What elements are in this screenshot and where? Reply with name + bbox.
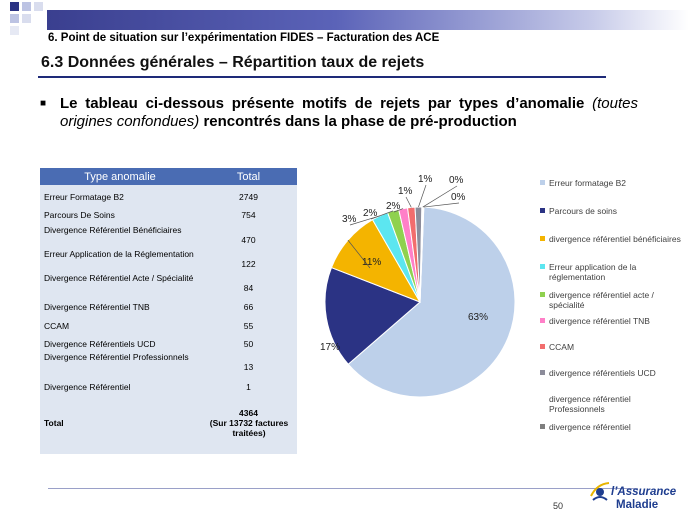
slice-label: 0% <box>451 192 466 203</box>
leader-line <box>423 202 460 208</box>
subtitle-rule <box>38 76 606 78</box>
row-value: 122 <box>241 259 256 269</box>
row-value: 754 <box>241 210 256 220</box>
legend-marker <box>540 370 545 375</box>
page-number: 50 <box>553 501 564 511</box>
legend-label: divergence référentiel Professionnels <box>549 394 631 414</box>
legend-marker <box>540 396 545 401</box>
slide-subtitle: 6.3 Données générales – Répartition taux… <box>41 54 425 71</box>
legend-label: Erreur application de la réglementation <box>549 262 637 282</box>
slice-label: 3% <box>342 214 357 225</box>
row-label: Divergence Référentiel Professionnels <box>44 352 189 362</box>
pie-slice <box>324 266 421 365</box>
row-value: 2749 <box>239 192 258 202</box>
slice-label: 63% <box>468 312 488 323</box>
leader-line <box>422 185 458 208</box>
legend-marker <box>540 424 545 429</box>
legend-label: divergence référentiel bénéficiaires <box>549 234 681 244</box>
leader-line <box>418 184 427 208</box>
anomaly-table: Type anomalie Total Erreur Formatage B2 … <box>40 168 297 454</box>
legend-marker <box>540 318 545 323</box>
total-note: (Sur 13732 factures traitées) <box>209 418 289 438</box>
legend-label: CCAM <box>549 342 575 352</box>
row-label: Erreur Formatage B2 <box>44 192 124 202</box>
row-label: Divergence Référentiel TNB <box>44 302 150 312</box>
row-label: Divergence Référentiel Acte / Spécialité <box>44 273 194 283</box>
row-value: 50 <box>243 339 254 349</box>
row-label: Parcours De Soins <box>44 210 115 220</box>
logo-text-line2: Maladie <box>616 499 659 511</box>
table-header: Type anomalie Total <box>40 168 297 185</box>
legend-marker <box>540 344 545 349</box>
leader-line <box>393 208 404 213</box>
row-value: 55 <box>243 321 254 331</box>
slice-label: 0% <box>449 175 464 186</box>
row-label: CCAM <box>44 321 70 331</box>
total-value: 4364 <box>239 408 258 418</box>
section-title: 6. Point de situation sur l’expérimentat… <box>48 32 440 44</box>
footer-rule <box>48 488 638 489</box>
legend-label: divergence référentiel TNB <box>549 316 650 326</box>
slice-label: 2% <box>386 201 401 212</box>
legend-label: divergence référentiels UCD <box>549 368 656 378</box>
assurance-maladie-logo-icon <box>590 482 610 501</box>
slice-label: 17% <box>320 342 340 353</box>
header-total: Total <box>236 170 261 183</box>
header-type: Type anomalie <box>84 170 156 183</box>
row-label: Divergence Référentiel Bénéficiaires <box>44 225 182 235</box>
legend-marker <box>540 236 545 241</box>
intro-part2: (toutes origines confondues) <box>60 95 638 130</box>
row-value: 84 <box>243 283 254 293</box>
legend-label: divergence référentiel <box>549 422 631 432</box>
legend-marker <box>540 208 545 213</box>
row-label: Divergence Référentiel <box>44 382 131 392</box>
row-value: 470 <box>241 235 256 245</box>
row-label: Divergence Référentiels UCD <box>44 339 156 349</box>
leader-line <box>370 210 394 220</box>
legend-label: Parcours de soins <box>549 206 618 216</box>
legend-label: Erreur formatage B2 <box>549 178 627 188</box>
intro-part3: rencontrés dans la phase de pré-producti… <box>203 113 517 130</box>
leader-line <box>347 239 371 269</box>
row-label: Erreur Application de la Réglementation <box>44 249 194 259</box>
header-decoration <box>0 0 60 40</box>
slice-label: 2% <box>363 208 378 219</box>
pie-slice <box>347 206 516 398</box>
slice-label: 1% <box>398 186 413 197</box>
legend-marker <box>540 180 545 185</box>
row-value: 66 <box>243 302 254 312</box>
legend-marker <box>540 264 545 269</box>
header-bar <box>47 10 689 30</box>
slice-label: 11% <box>362 257 381 268</box>
slice-label: 1% <box>418 174 433 185</box>
legend-label: divergence référentiel acte / spécialité <box>549 290 654 310</box>
intro-text: Le tableau ci-dessous présente motifs de… <box>60 95 638 131</box>
bullet-icon: ■ <box>40 98 47 109</box>
row-value: 1 <box>246 382 251 392</box>
legend-marker <box>540 292 545 297</box>
total-label: Total <box>44 418 64 428</box>
rejects-pie-chart: 63% 17% 11% 3% 2% 2% 1% 1% 0% 0% <box>320 174 516 398</box>
leader-line <box>405 196 412 208</box>
row-value: 13 <box>243 362 254 372</box>
logo-text-line1: l’Assurance <box>611 486 677 498</box>
intro-part1: Le tableau ci-dessous présente motifs de… <box>60 95 585 112</box>
